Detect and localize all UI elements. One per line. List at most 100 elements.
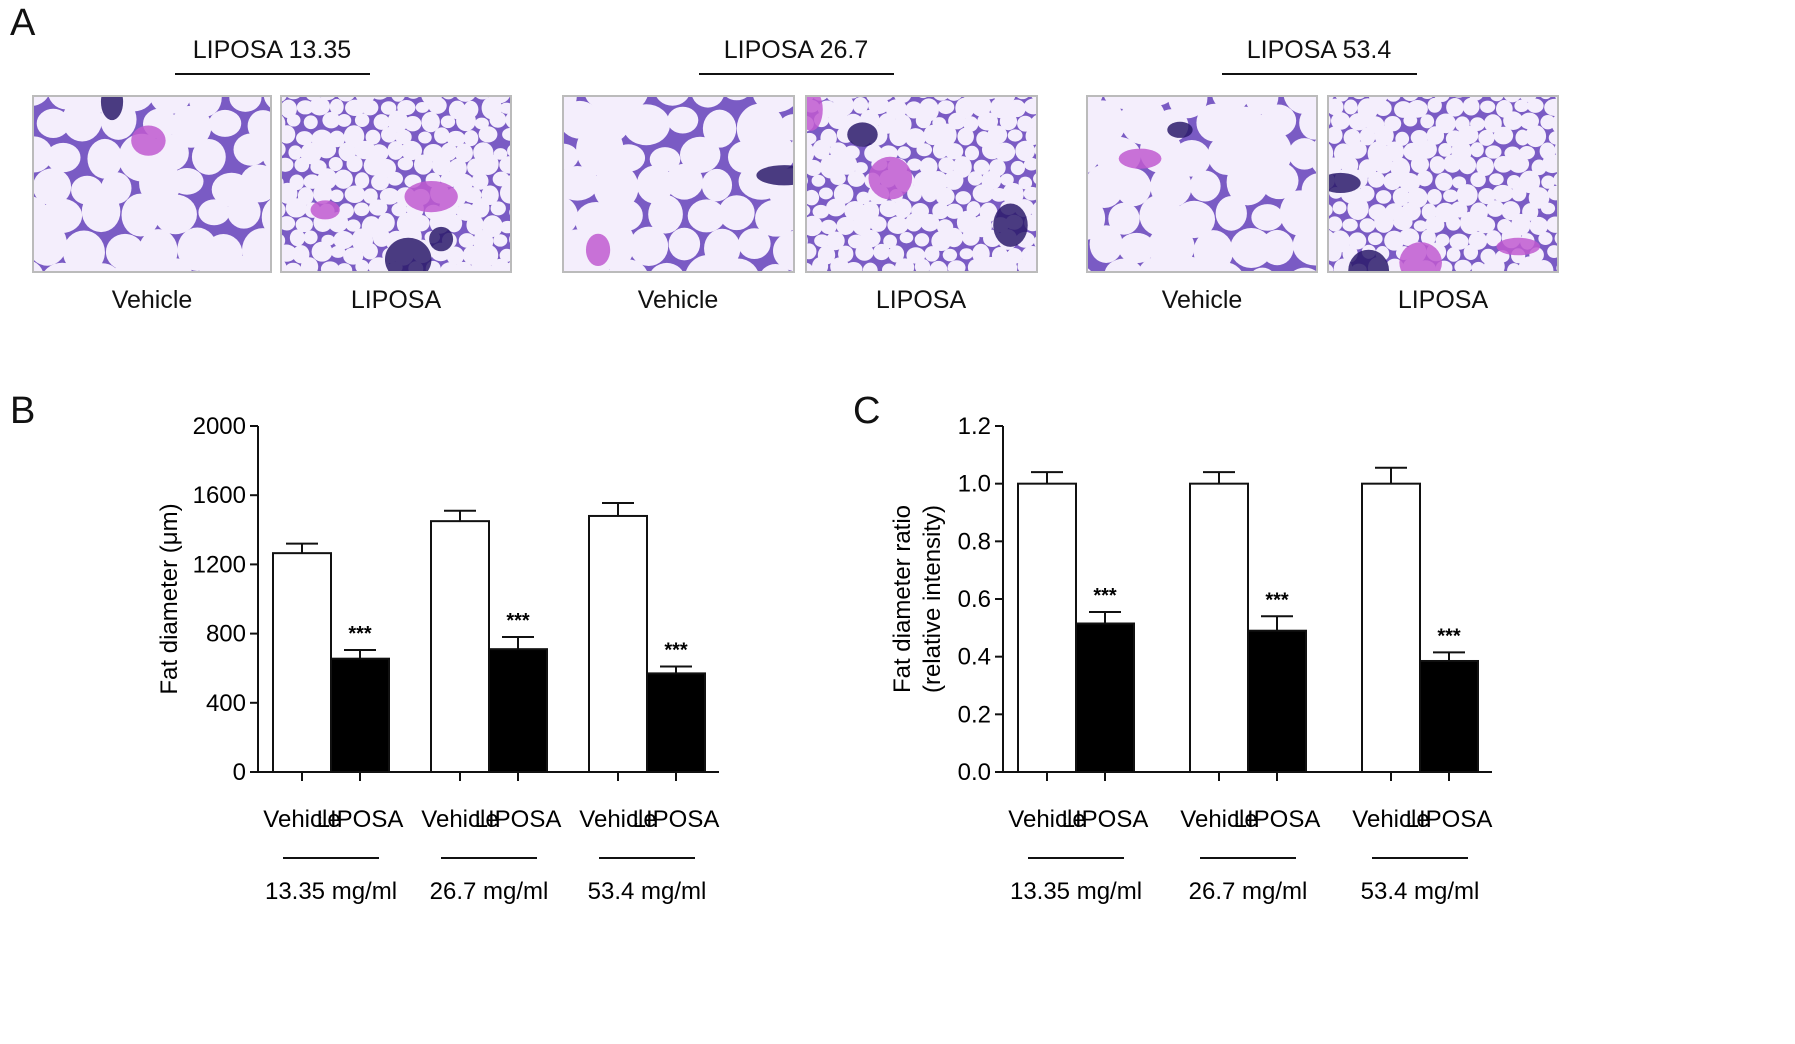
adipocyte-cell	[972, 184, 994, 203]
x-tick-label: LIPOSA	[317, 806, 404, 833]
adipocyte-cell	[34, 261, 43, 271]
adipocyte-cell	[1260, 229, 1294, 266]
adipocyte-cell	[1034, 145, 1036, 155]
adipocyte-cell	[368, 199, 388, 216]
adipocyte-cell	[377, 213, 395, 233]
group-label: 26.7 mg/ml	[430, 878, 549, 905]
adipocyte-cell	[1540, 97, 1551, 100]
adipocyte-cell	[509, 97, 510, 98]
y-tick-label: 1200	[193, 551, 246, 578]
adipocyte-cell	[387, 110, 409, 133]
x-tick-label: LIPOSA	[475, 806, 562, 833]
adipocyte-cell	[260, 257, 270, 271]
adipocyte-cell	[1449, 233, 1469, 250]
bar	[488, 648, 548, 773]
adipocyte-cell	[400, 140, 423, 161]
adipocyte-cell	[365, 129, 381, 145]
adipocyte-cell	[905, 213, 923, 232]
label-vehicle-267: Vehicle	[637, 286, 719, 314]
adipocyte-cell	[914, 233, 930, 247]
adipocyte-cell	[807, 262, 814, 271]
adipocyte-cell	[955, 191, 972, 205]
adipocyte-cell	[1421, 203, 1437, 220]
adipocyte-cell	[933, 97, 949, 101]
adipocyte-cell	[1392, 187, 1410, 207]
adipocyte-cell	[471, 172, 489, 190]
adipocyte-cell	[1088, 268, 1091, 271]
adipocyte-cell	[372, 97, 387, 100]
adipocyte-cell	[807, 141, 815, 165]
adipocyte-cell	[656, 97, 689, 106]
adipocyte-cell	[967, 259, 983, 271]
adipocyte-cell	[1332, 201, 1347, 215]
bar	[1419, 659, 1479, 773]
label-vehicle-534: Vehicle	[1161, 286, 1243, 314]
adipocyte-cell	[1359, 127, 1376, 146]
adipocyte-cell	[856, 191, 871, 205]
adipocyte-cell	[944, 143, 964, 160]
adipocyte-cell	[980, 256, 1002, 271]
adipocyte-cell	[826, 198, 846, 217]
adipocyte-cell	[456, 110, 476, 132]
adipocyte-cell	[738, 228, 771, 260]
panel-b-letter: B	[10, 390, 36, 432]
adipocyte-cell	[1443, 189, 1459, 203]
adipocyte-cell	[998, 258, 1018, 271]
stained-cluster	[131, 125, 166, 156]
adipocyte-cell	[1540, 202, 1556, 215]
group-label: 53.4 mg/ml	[1361, 878, 1480, 905]
adipocyte-cell	[1023, 157, 1036, 171]
adipocyte-cell	[1193, 230, 1234, 271]
adipocyte-cell	[1490, 97, 1504, 102]
adipocyte-cell	[1088, 100, 1126, 147]
adipocyte-cell	[862, 262, 878, 271]
adipocyte-cell	[936, 123, 957, 147]
adipocyte-cell	[170, 105, 212, 148]
adipocyte-cell	[814, 234, 830, 248]
adipocyte-cell	[337, 97, 355, 102]
adipocyte-cell	[303, 115, 318, 130]
adipocyte-cell	[282, 234, 286, 247]
adipocyte-cell	[288, 145, 303, 160]
adipocyte-cell	[363, 188, 378, 204]
adipocyte-cell	[1348, 232, 1367, 250]
adipocyte-cell	[1373, 154, 1393, 174]
adipocyte-cell	[609, 259, 647, 271]
label-vehicle-1335: Vehicle	[111, 286, 193, 314]
adipocyte-cell	[667, 106, 699, 134]
adipocyte-cell	[665, 163, 704, 200]
adipocyte-cell	[493, 148, 508, 160]
micrograph-liposa-267	[805, 95, 1038, 273]
adipocyte-cell	[1462, 97, 1480, 116]
stained-cluster	[429, 226, 454, 252]
adipocyte-cell	[1446, 247, 1461, 262]
adipocyte-cell	[1421, 97, 1433, 100]
adipocyte-cell	[490, 201, 506, 216]
adipocyte-cell	[139, 160, 181, 206]
adipocyte-cell	[687, 199, 726, 233]
adipocyte-cell	[1463, 244, 1479, 260]
stained-cluster	[1496, 237, 1541, 256]
adipocyte-cell	[333, 231, 355, 250]
adipocyte-cell	[825, 231, 845, 251]
adipocyte-cell	[261, 131, 270, 170]
adipocyte-cell	[282, 216, 296, 231]
adipocyte-cell	[1398, 228, 1420, 247]
adipocyte-cell	[454, 143, 473, 163]
adipocyte-cell	[1426, 126, 1445, 145]
bar	[272, 552, 332, 774]
adipocyte-cell	[1108, 202, 1140, 235]
adipocyte-cell	[329, 98, 344, 115]
x-tick-label: LIPOSA	[1062, 806, 1149, 833]
adipocyte-cell	[807, 132, 817, 145]
adipocyte-cell	[1506, 174, 1522, 190]
adipocyte-cell	[87, 138, 123, 179]
adipocyte-cell	[1410, 155, 1430, 174]
adipocyte-cell	[1548, 131, 1557, 145]
adipocyte-cell	[946, 97, 962, 101]
adipocyte-cell	[1215, 196, 1247, 231]
adipocyte-cell	[686, 254, 732, 271]
stained-cluster	[1399, 242, 1442, 271]
adipocyte-cell	[295, 217, 313, 233]
adipocyte-cell	[1393, 214, 1413, 231]
